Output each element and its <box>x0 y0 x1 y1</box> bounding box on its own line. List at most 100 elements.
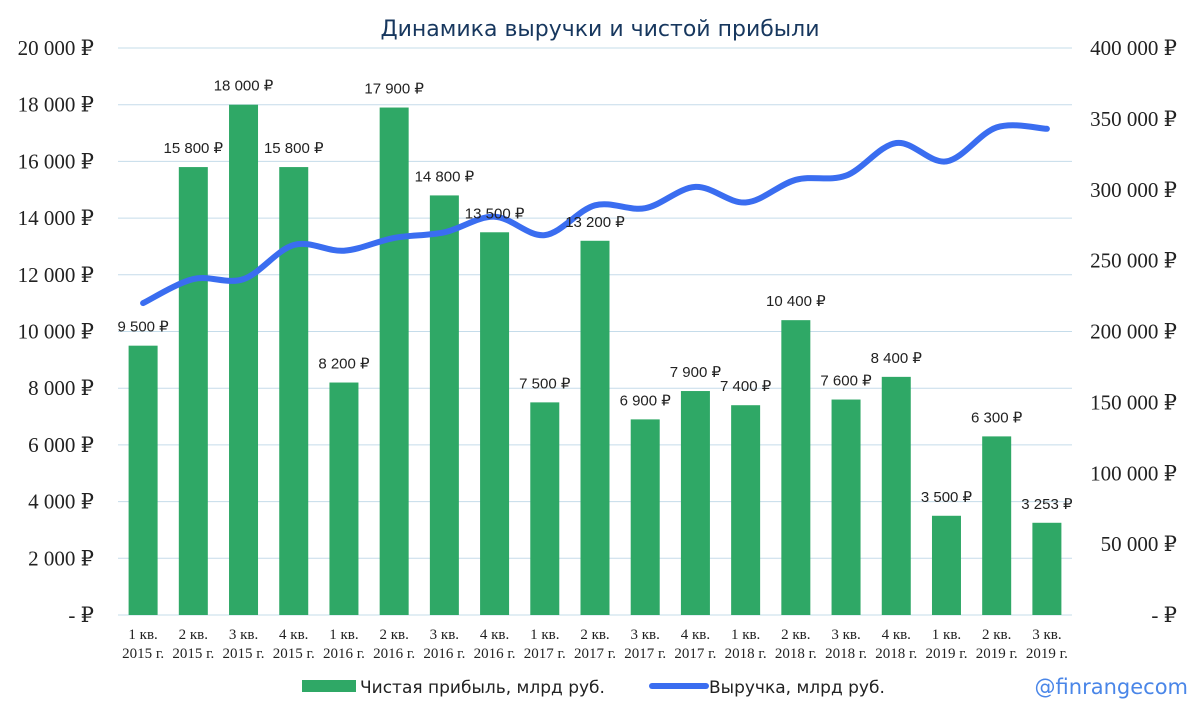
left-axis-tick-label: 10 000 ₽ <box>18 320 94 344</box>
profit-bar <box>229 104 259 615</box>
category-label-year: 2017 г. <box>624 646 666 662</box>
profit-bar <box>630 419 660 615</box>
category-label-year: 2017 г. <box>524 646 566 662</box>
category-label-year: 2015 г. <box>122 646 164 662</box>
category-label-year: 2015 г. <box>223 646 265 662</box>
left-axis-tick-label: 18 000 ₽ <box>18 93 94 117</box>
profit-bar <box>580 240 610 615</box>
category-label-year: 2019 г. <box>1026 646 1068 662</box>
legend-label-profit: Чистая прибыль, млрд руб. <box>360 678 605 698</box>
category-label-quarter: 4 кв. <box>480 627 509 643</box>
profit-bar <box>781 320 811 615</box>
category-label-quarter: 1 кв. <box>731 627 760 643</box>
profit-data-label: 15 800 ₽ <box>264 140 324 157</box>
profit-data-label: 13 500 ₽ <box>465 205 525 222</box>
category-label-year: 2016 г. <box>474 646 516 662</box>
category-label-year: 2018 г. <box>775 646 817 662</box>
category-label-quarter: 2 кв. <box>379 627 408 643</box>
category-label-quarter: 4 кв. <box>279 627 308 643</box>
category-label-year: 2017 г. <box>574 646 616 662</box>
profit-bar <box>881 376 911 615</box>
profit-data-label: 9 500 ₽ <box>117 319 169 336</box>
left-axis-tick-label: 16 000 ₽ <box>18 149 94 173</box>
left-axis-tick-label: - ₽ <box>68 603 94 627</box>
profit-data-label: 10 400 ₽ <box>766 293 826 310</box>
right-axis-tick-label: 300 000 ₽ <box>1090 178 1177 202</box>
category-label-quarter: 2 кв. <box>580 627 609 643</box>
category-label-quarter: 1 кв. <box>329 627 358 643</box>
left-axis-tick-label: 12 000 ₽ <box>18 263 94 287</box>
category-label-quarter: 3 кв. <box>229 627 258 643</box>
profit-data-label: 6 300 ₽ <box>971 409 1023 426</box>
right-axis-tick-label: 200 000 ₽ <box>1090 320 1177 344</box>
category-label-quarter: 3 кв. <box>831 627 860 643</box>
profit-data-label: 7 500 ₽ <box>519 375 571 392</box>
left-axis-tick-label: 8 000 ₽ <box>28 376 94 400</box>
profit-bar <box>931 515 961 615</box>
profit-bar <box>329 382 359 615</box>
profit-data-label: 18 000 ₽ <box>214 78 274 95</box>
profit-data-label: 8 400 ₽ <box>871 350 923 367</box>
category-label-quarter: 2 кв. <box>781 627 810 643</box>
category-label-year: 2019 г. <box>976 646 1018 662</box>
category-label-quarter: 4 кв. <box>681 627 710 643</box>
category-label-year: 2017 г. <box>674 646 716 662</box>
profit-bar <box>128 345 158 615</box>
category-label-year: 2016 г. <box>423 646 465 662</box>
profit-data-label: 13 200 ₽ <box>565 214 625 231</box>
profit-bar <box>379 107 409 615</box>
category-label-year: 2018 г. <box>875 646 917 662</box>
profit-bar <box>279 167 309 615</box>
category-label-quarter: 3 кв. <box>631 627 660 643</box>
category-label-year: 2015 г. <box>172 646 214 662</box>
category-label-quarter: 1 кв. <box>932 627 961 643</box>
right-axis-tick-label: - ₽ <box>1151 603 1177 627</box>
chart-title: Динамика выручки и чистой прибыли <box>380 17 819 42</box>
left-axis-tick-label: 20 000 ₽ <box>18 36 94 60</box>
category-label-quarter: 3 кв. <box>430 627 459 643</box>
category-label-year: 2018 г. <box>825 646 867 662</box>
left-axis-tick-label: 6 000 ₽ <box>28 433 94 457</box>
profit-data-label: 7 400 ₽ <box>720 378 772 395</box>
category-label-quarter: 2 кв. <box>982 627 1011 643</box>
watermark: @finrangecom <box>1035 675 1188 699</box>
category-label-year: 2016 г. <box>323 646 365 662</box>
profit-data-label: 14 800 ₽ <box>415 168 475 185</box>
category-label-year: 2015 г. <box>273 646 315 662</box>
legend-label-revenue: Выручка, млрд руб. <box>709 678 885 698</box>
profit-data-label: 3 253 ₽ <box>1021 496 1073 513</box>
category-label-quarter: 4 кв. <box>882 627 911 643</box>
revenue-line <box>140 122 1050 307</box>
profit-bar <box>530 402 560 615</box>
legend: Чистая прибыль, млрд руб. Выручка, млрд … <box>302 678 885 698</box>
right-axis-tick-label: 350 000 ₽ <box>1090 107 1177 131</box>
profit-data-label: 6 900 ₽ <box>620 392 672 409</box>
right-axis-tick-label: 100 000 ₽ <box>1090 461 1177 485</box>
left-axis-tick-label: 14 000 ₽ <box>18 206 94 230</box>
right-axis-tick-label: 150 000 ₽ <box>1090 390 1177 414</box>
profit-data-label: 7 600 ₽ <box>820 373 872 390</box>
profit-bar <box>480 232 510 615</box>
category-label-quarter: 1 кв. <box>530 627 559 643</box>
category-label-year: 2016 г. <box>373 646 415 662</box>
profit-bar <box>1032 522 1062 615</box>
profit-data-label: 17 900 ₽ <box>364 81 424 98</box>
profit-bar <box>178 167 208 615</box>
profit-bar <box>680 391 710 615</box>
right-axis-tick-label: 50 000 ₽ <box>1101 532 1177 556</box>
profit-data-label: 15 800 ₽ <box>164 140 224 157</box>
category-label-year: 2019 г. <box>925 646 967 662</box>
left-axis-tick-label: 4 000 ₽ <box>28 490 94 514</box>
profit-bar <box>429 195 459 616</box>
category-label-quarter: 2 кв. <box>179 627 208 643</box>
profit-data-label: 3 500 ₽ <box>921 489 973 506</box>
legend-swatch-profit <box>302 680 356 692</box>
category-label-year: 2018 г. <box>725 646 767 662</box>
category-label-quarter: 1 кв. <box>128 627 157 643</box>
profit-bar <box>731 405 761 615</box>
category-label-quarter: 3 кв. <box>1032 627 1061 643</box>
left-axis-tick-label: 2 000 ₽ <box>28 546 94 570</box>
profit-bar <box>982 436 1012 615</box>
